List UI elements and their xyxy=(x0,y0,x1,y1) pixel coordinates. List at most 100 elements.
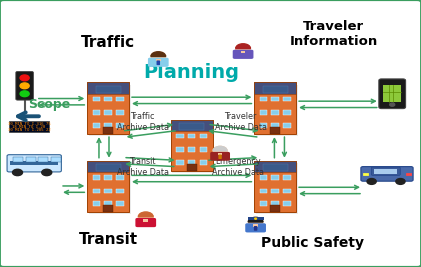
FancyBboxPatch shape xyxy=(210,152,230,161)
Bar xyxy=(188,147,195,152)
Text: Scope: Scope xyxy=(28,98,70,111)
FancyBboxPatch shape xyxy=(254,161,296,212)
Bar xyxy=(283,110,291,115)
Circle shape xyxy=(42,169,52,176)
Bar xyxy=(116,110,124,115)
Bar xyxy=(93,110,100,115)
Bar xyxy=(260,202,267,206)
FancyBboxPatch shape xyxy=(233,50,253,59)
Text: Traveler
Information: Traveler Information xyxy=(290,20,378,48)
Wedge shape xyxy=(151,52,165,56)
Bar xyxy=(116,189,124,193)
FancyBboxPatch shape xyxy=(157,60,160,65)
Wedge shape xyxy=(139,212,153,217)
Bar xyxy=(51,158,61,162)
Circle shape xyxy=(13,169,22,176)
Bar xyxy=(93,97,100,101)
Wedge shape xyxy=(213,146,227,151)
Bar xyxy=(116,202,124,206)
FancyBboxPatch shape xyxy=(245,223,266,233)
FancyBboxPatch shape xyxy=(263,86,288,93)
Text: Traveler
Archive Data: Traveler Archive Data xyxy=(215,112,266,132)
FancyBboxPatch shape xyxy=(179,123,204,130)
Bar xyxy=(200,147,207,152)
Bar xyxy=(116,97,124,101)
Bar xyxy=(272,110,279,115)
Bar xyxy=(104,175,112,179)
Bar xyxy=(260,189,267,193)
Bar xyxy=(93,189,100,193)
Bar xyxy=(270,127,280,134)
Bar xyxy=(188,160,195,165)
FancyBboxPatch shape xyxy=(256,163,298,214)
FancyBboxPatch shape xyxy=(87,83,129,134)
Bar xyxy=(260,110,267,115)
FancyBboxPatch shape xyxy=(361,167,413,181)
Bar xyxy=(188,134,195,139)
Bar xyxy=(283,123,291,128)
FancyBboxPatch shape xyxy=(371,167,400,175)
Text: Planning: Planning xyxy=(144,63,240,82)
Ellipse shape xyxy=(149,215,153,221)
Bar xyxy=(260,97,267,101)
Circle shape xyxy=(367,179,376,184)
Text: Traffic: Traffic xyxy=(81,35,135,50)
Bar xyxy=(93,175,100,179)
Circle shape xyxy=(396,179,405,184)
Bar xyxy=(200,160,207,165)
Bar xyxy=(260,175,267,179)
Wedge shape xyxy=(248,217,263,222)
Bar xyxy=(93,123,100,128)
FancyBboxPatch shape xyxy=(379,79,405,109)
Text: 30 MIN TO I-316 75: 30 MIN TO I-316 75 xyxy=(8,122,51,126)
Bar xyxy=(116,123,124,128)
Text: Emergency
Archive Data: Emergency Archive Data xyxy=(212,156,264,177)
FancyBboxPatch shape xyxy=(256,85,298,136)
FancyBboxPatch shape xyxy=(254,83,296,94)
FancyBboxPatch shape xyxy=(241,51,245,53)
Bar xyxy=(187,164,197,171)
Bar xyxy=(272,189,279,193)
Circle shape xyxy=(248,217,263,227)
Text: Traffic
Archive Data: Traffic Archive Data xyxy=(117,112,169,132)
Bar xyxy=(104,189,112,193)
Circle shape xyxy=(139,212,153,221)
Ellipse shape xyxy=(247,46,250,52)
Bar xyxy=(116,175,124,179)
Circle shape xyxy=(20,83,29,89)
FancyBboxPatch shape xyxy=(173,122,214,173)
Text: Transit: Transit xyxy=(79,232,138,247)
Bar xyxy=(103,127,113,134)
Bar xyxy=(283,175,291,179)
FancyBboxPatch shape xyxy=(89,85,131,136)
Ellipse shape xyxy=(139,215,142,221)
Text: Transit
Archive Data: Transit Archive Data xyxy=(117,156,169,177)
FancyBboxPatch shape xyxy=(254,161,296,172)
Bar xyxy=(272,97,279,101)
FancyBboxPatch shape xyxy=(144,219,148,222)
FancyBboxPatch shape xyxy=(171,120,213,131)
Circle shape xyxy=(255,218,256,219)
FancyBboxPatch shape xyxy=(87,83,129,94)
Bar xyxy=(272,202,279,206)
Bar xyxy=(272,175,279,179)
Bar xyxy=(200,134,207,139)
Bar xyxy=(104,110,112,115)
FancyBboxPatch shape xyxy=(218,153,222,155)
Bar xyxy=(283,202,291,206)
Text: 30 MIN TO I-285 22: 30 MIN TO I-285 22 xyxy=(8,128,51,132)
FancyBboxPatch shape xyxy=(87,161,129,172)
Bar xyxy=(283,189,291,193)
Bar xyxy=(13,158,23,162)
Bar xyxy=(176,160,184,165)
Circle shape xyxy=(151,52,165,61)
FancyBboxPatch shape xyxy=(156,59,160,61)
Circle shape xyxy=(236,44,250,53)
FancyBboxPatch shape xyxy=(171,120,213,171)
FancyBboxPatch shape xyxy=(374,169,397,174)
FancyBboxPatch shape xyxy=(89,163,131,214)
Bar xyxy=(270,205,280,212)
Bar xyxy=(93,202,100,206)
FancyBboxPatch shape xyxy=(9,121,49,132)
Bar xyxy=(283,97,291,101)
